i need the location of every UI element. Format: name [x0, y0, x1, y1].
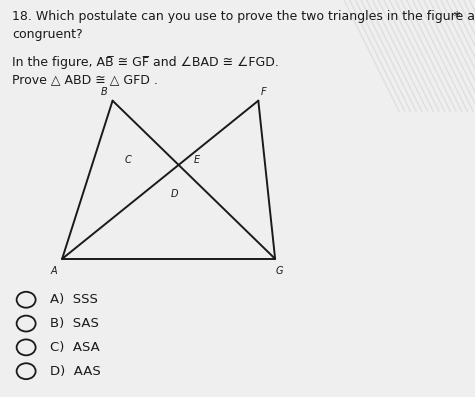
Text: Prove △ ABD ≅ △ GFD .: Prove △ ABD ≅ △ GFD .	[12, 73, 158, 87]
Text: G: G	[275, 266, 283, 276]
Text: A: A	[50, 266, 57, 276]
Text: 18. Which postulate can you use to prove the two triangles in the figure are: 18. Which postulate can you use to prove…	[12, 10, 475, 23]
Text: *: *	[454, 10, 460, 23]
Text: B)  SAS: B) SAS	[50, 317, 99, 330]
Text: F: F	[260, 87, 266, 97]
Text: B: B	[101, 87, 107, 97]
Text: C)  ASA: C) ASA	[50, 341, 100, 354]
Text: C: C	[125, 155, 132, 166]
Text: E: E	[194, 155, 200, 166]
Text: congruent?: congruent?	[12, 28, 83, 41]
Text: D)  AAS: D) AAS	[50, 365, 101, 378]
Text: A)  SSS: A) SSS	[50, 293, 98, 306]
Text: In the figure, AB̅ ≅ GF̅ and ∠BAD ≅ ∠FGD.: In the figure, AB̅ ≅ GF̅ and ∠BAD ≅ ∠FGD…	[12, 56, 279, 69]
Text: D: D	[171, 189, 179, 198]
